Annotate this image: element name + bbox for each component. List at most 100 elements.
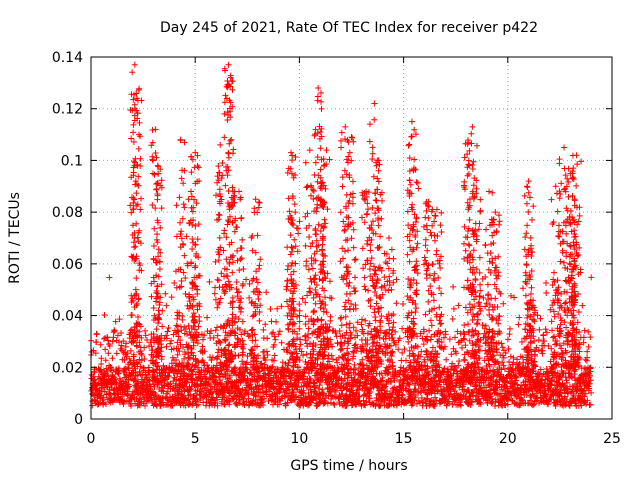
roti-point [201, 332, 208, 339]
roti-point [158, 378, 165, 385]
roti-point [136, 339, 143, 346]
roti-point [326, 323, 333, 330]
roti-point [101, 388, 108, 395]
roti-point [265, 398, 272, 405]
roti-point [105, 337, 112, 344]
roti-point [182, 402, 189, 409]
roti-point [322, 302, 329, 309]
roti-point [199, 343, 206, 350]
roti-point [151, 383, 158, 390]
roti-point [138, 351, 145, 358]
roti-point [249, 326, 256, 333]
roti-point [110, 387, 117, 394]
roti-point [136, 402, 143, 409]
roti-point [262, 371, 269, 378]
roti-point [167, 340, 174, 347]
roti-point [273, 318, 280, 325]
roti-point [248, 377, 255, 384]
roti-point [209, 389, 216, 396]
roti-point [320, 390, 327, 397]
roti-point [93, 331, 100, 338]
roti-point [237, 390, 244, 397]
roti-point [195, 331, 202, 338]
roti-point [310, 348, 317, 355]
roti-point [278, 303, 285, 310]
roti-point [195, 401, 202, 408]
roti-point [103, 401, 110, 408]
roti-point [134, 391, 141, 398]
roti-point [91, 369, 98, 376]
roti-point [264, 348, 271, 355]
roti-point [116, 316, 123, 323]
roti-point [193, 337, 200, 344]
roti-point [146, 377, 153, 384]
roti-point [187, 391, 194, 398]
roti-point [103, 365, 110, 372]
roti-point [104, 334, 111, 341]
roti-point [186, 401, 193, 408]
roti-point [168, 294, 175, 301]
roti-point [270, 357, 277, 364]
roti-point [98, 360, 105, 367]
roti-point [128, 402, 135, 409]
roti-point [164, 380, 171, 387]
roti-point [187, 386, 194, 393]
roti-point [142, 402, 149, 409]
roti-point [188, 367, 195, 374]
roti-point [278, 339, 285, 346]
roti-point [141, 365, 148, 372]
roti-point [163, 376, 170, 383]
roti-point [243, 276, 250, 283]
roti-point [299, 295, 306, 302]
roti-point [163, 302, 170, 309]
roti-point [200, 359, 207, 366]
roti-point [288, 374, 295, 381]
roti-point [312, 384, 319, 391]
roti-point [97, 366, 104, 373]
roti-point [142, 327, 149, 334]
roti-point [268, 318, 275, 325]
roti-point [98, 355, 105, 362]
roti-point [140, 400, 147, 407]
roti-point [260, 402, 267, 409]
roti-point [136, 395, 143, 402]
roti-point [204, 314, 211, 321]
roti-point [225, 397, 232, 404]
roti-point [209, 354, 216, 361]
roti-point [314, 376, 321, 383]
roti-point [213, 374, 220, 381]
roti-point [94, 381, 101, 388]
roti-point [289, 388, 296, 395]
roti-point [254, 343, 261, 350]
roti-point [134, 385, 141, 392]
roti-point [120, 401, 127, 408]
roti-point [272, 336, 279, 343]
roti-point [271, 333, 278, 340]
roti-point [228, 388, 235, 395]
roti-point [131, 375, 138, 382]
roti-point [101, 335, 108, 342]
roti-point [201, 348, 208, 355]
roti-point [329, 356, 336, 363]
roti-point [142, 332, 149, 339]
roti-point [126, 383, 133, 390]
roti-point [222, 329, 229, 336]
roti-point [146, 369, 153, 376]
roti-point [256, 368, 263, 375]
roti-point [290, 367, 297, 374]
roti-point [267, 364, 274, 371]
roti-point [261, 395, 268, 402]
roti-point [182, 290, 189, 297]
roti-point [110, 334, 117, 341]
roti-point [109, 355, 116, 362]
roti-point [115, 370, 122, 377]
roti-point [115, 365, 122, 372]
roti-point [225, 393, 232, 400]
roti-point [328, 392, 335, 399]
roti-point [208, 357, 215, 364]
roti-point [214, 379, 221, 386]
roti-point [206, 375, 213, 382]
roti-point [201, 362, 208, 369]
roti-point [221, 394, 228, 401]
roti-point [262, 356, 269, 363]
